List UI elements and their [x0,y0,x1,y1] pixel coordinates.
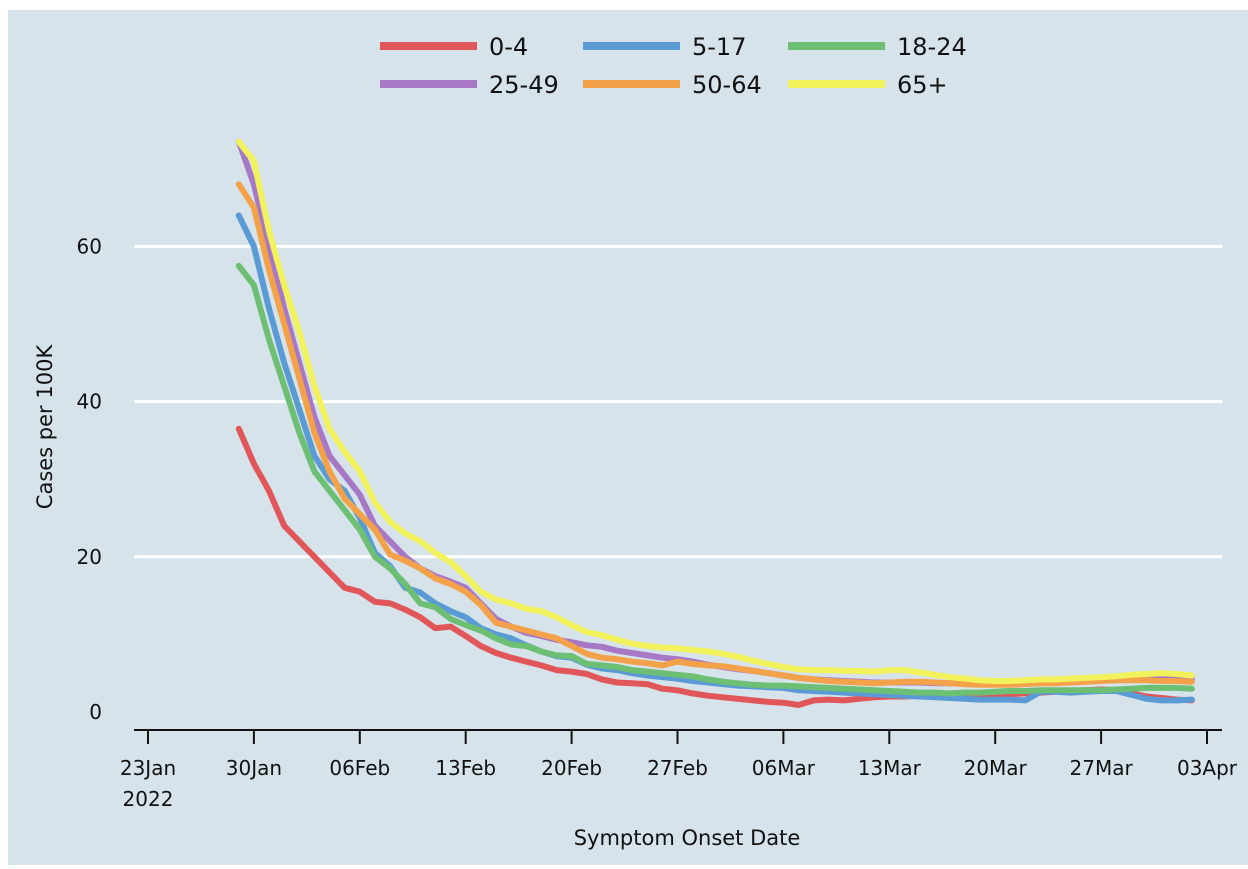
x-tick-label-20Mar: 20Mar [964,756,1028,780]
x-tick-label-13Mar: 13Mar [858,756,922,780]
legend-label-5-17: 5-17 [692,33,746,61]
x-tick-label-06Feb: 06Feb [329,756,390,780]
x-axis-label: Symptom Onset Date [574,826,801,850]
chart-background [8,10,1248,865]
y-tick-label-20: 20 [77,545,102,569]
x-tick-label-23Jan: 23Jan [120,756,176,780]
x-tick-sublabel-23Jan: 2022 [123,787,174,811]
y-tick-label-60: 60 [77,234,102,258]
x-tick-label-03Apr: 03Apr [1177,756,1238,780]
y-tick-label-0: 0 [89,700,102,724]
x-tick-label-27Mar: 27Mar [1070,756,1134,780]
x-tick-label-20Feb: 20Feb [541,756,602,780]
series-line-50-64 [235,181,1195,688]
legend: 0-4 5-17 18-24 25-49 50-64 65+ [380,33,967,99]
legend-label-18-24: 18-24 [897,33,967,61]
legend-label-65+: 65+ [897,71,948,99]
legend-label-0-4: 0-4 [489,33,528,61]
y-tick-label-40: 40 [77,390,102,414]
legend-label-25-49: 25-49 [489,71,559,99]
series-line-65+ [235,138,1195,684]
x-tick-label-13Feb: 13Feb [435,756,496,780]
x-tick-label-30Jan: 30Jan [226,756,282,780]
axes: 0 20 40 60 23Jan 2022 30Jan 06Feb 13Feb 20Feb 27Fe… [77,234,1238,811]
series-line-18-24 [235,262,1195,697]
legend-label-50-64: 50-64 [692,71,762,99]
series-lines [235,138,1195,708]
y-axis-label: Cases per 100K [33,344,57,510]
x-tick-label-06Mar: 06Mar [752,756,816,780]
x-tick-label-27Feb: 27Feb [647,756,708,780]
